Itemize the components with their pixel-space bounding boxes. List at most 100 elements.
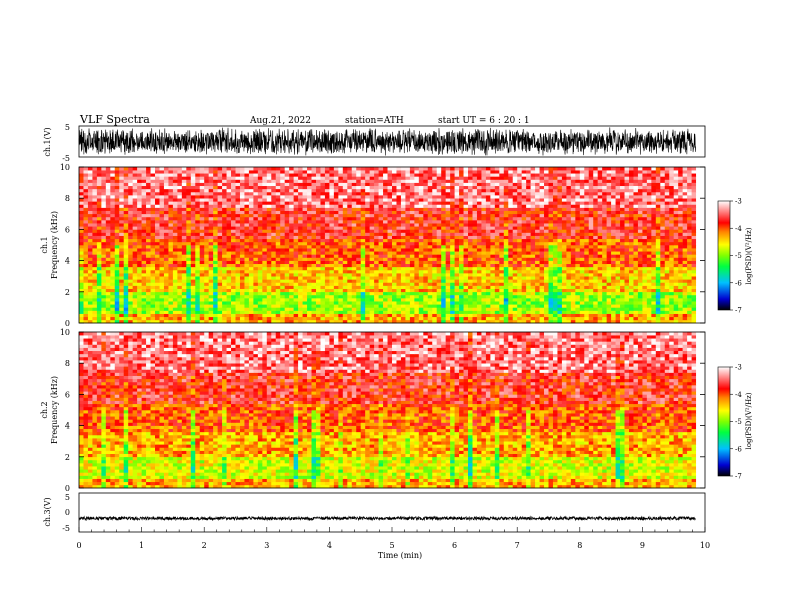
spectrogram-cell <box>141 216 147 221</box>
spectrogram-cell <box>213 319 218 324</box>
spectrogram-cell <box>539 301 545 305</box>
spectrogram-cell <box>396 226 402 230</box>
spectrogram-cell <box>557 319 563 324</box>
spectrogram-cell <box>481 245 487 249</box>
spectrogram-cell <box>172 241 178 246</box>
spectrogram-cell <box>315 269 321 274</box>
spectrogram-cell <box>646 313 652 318</box>
spectrogram-cell <box>275 216 281 221</box>
spectrogram-cell <box>499 266 505 271</box>
spectrogram-cell <box>655 226 661 230</box>
spectrogram-cell <box>275 310 281 314</box>
spectrogram-cell <box>329 238 335 243</box>
spectrogram-cell <box>110 260 116 265</box>
spectrogram-cell <box>231 213 236 218</box>
spectrogram-cell <box>503 269 509 274</box>
spectrogram-cell <box>637 266 643 271</box>
spectrogram-cell <box>280 266 285 271</box>
spectrogram-cell <box>418 260 424 265</box>
spectrogram-cell <box>396 213 402 218</box>
spectrogram-cell <box>669 304 674 308</box>
spectrogram-cell <box>177 235 183 240</box>
spectrogram-cell <box>481 313 487 318</box>
spectrogram-cell <box>190 257 196 261</box>
spectrogram-cell <box>110 241 116 246</box>
spectrogram-cell <box>79 276 84 280</box>
spectrogram-cell <box>624 279 630 283</box>
spectrogram-cell <box>418 316 424 321</box>
spectrogram-cell <box>137 307 142 311</box>
spectrogram-cell <box>642 216 648 221</box>
spectrogram-cell <box>155 238 160 243</box>
spectrogram-cell <box>302 273 308 277</box>
spectrogram-cell <box>217 304 223 308</box>
spectrogram-cell <box>213 210 218 215</box>
spectrogram-cell <box>92 313 98 318</box>
spectrogram-cell <box>517 235 522 240</box>
spectrogram-cell <box>409 291 415 296</box>
spectrogram-cell <box>383 273 388 277</box>
spectrogram-cell <box>606 254 612 258</box>
spectrogram-cell <box>490 235 496 240</box>
spectrogram-cell <box>392 310 397 314</box>
spectrogram-cell <box>454 235 460 240</box>
spectrogram-cell <box>79 288 84 293</box>
spectrogram-cell <box>427 288 433 293</box>
spectrogram-cell <box>186 260 192 265</box>
spectrogram-cell <box>275 241 281 246</box>
spectrogram-cell <box>168 229 174 233</box>
spectrogram-cell <box>628 269 634 274</box>
spectrogram-cell <box>199 279 205 283</box>
spectrogram-cell <box>494 257 500 261</box>
spectrogram-cell <box>235 251 241 255</box>
spectrogram-cell <box>311 282 317 286</box>
spectrogram-cell <box>508 319 514 324</box>
spectrogram-cell <box>248 304 254 308</box>
spectrogram-cell <box>248 245 254 249</box>
spectrogram-cell <box>324 251 330 255</box>
spectrogram-cell <box>642 266 648 271</box>
spectrogram-cell <box>105 235 111 240</box>
spectrogram-cell <box>239 319 245 324</box>
spectrogram-cell <box>257 213 263 218</box>
spectrogram-cell <box>284 304 290 308</box>
spectrogram-cell <box>418 241 424 246</box>
spectrogram-cell <box>642 232 648 236</box>
spectrogram-cell <box>405 310 411 314</box>
spectrogram-cell <box>172 291 178 296</box>
spectrogram-cell <box>624 248 630 252</box>
spectrogram-cell <box>517 263 522 268</box>
spectrogram-cell <box>257 251 263 255</box>
spectrogram-cell <box>642 263 648 268</box>
spectrogram-cell <box>414 260 420 265</box>
spectrogram-cell <box>651 291 657 296</box>
spectrogram-cell <box>512 298 518 302</box>
spectrogram-cell <box>579 254 585 258</box>
spectrogram-cell <box>190 310 196 314</box>
spectrogram-cell <box>651 282 657 286</box>
spectrogram-cell <box>655 282 661 286</box>
spectrogram-cell <box>566 282 572 286</box>
spectrogram-cell <box>499 229 505 233</box>
spectrogram-cell <box>342 260 348 265</box>
spectrogram-cell <box>231 257 236 261</box>
spectrogram-cell <box>423 232 429 236</box>
spectrogram-cell <box>284 319 290 324</box>
spectrogram-cell <box>172 263 178 268</box>
spectrogram-cell <box>570 282 576 286</box>
spectrogram-cell <box>611 285 616 289</box>
spectrogram-cell <box>172 245 178 249</box>
spectrogram-cell <box>213 245 218 249</box>
spectrogram-cell <box>396 288 402 293</box>
spectrogram-cell <box>620 307 625 311</box>
spectrogram-cell <box>660 288 666 293</box>
spectrogram-cell <box>320 238 326 243</box>
spectrogram-cell <box>660 269 666 274</box>
spectrogram-cell <box>427 310 433 314</box>
spectrogram-cell <box>660 213 666 218</box>
spectrogram-cell <box>436 254 442 258</box>
spectrogram-cell <box>637 276 643 280</box>
spectrogram-cell <box>615 220 621 224</box>
spectrogram-cell <box>499 238 505 243</box>
spectrogram-cell <box>365 263 370 268</box>
